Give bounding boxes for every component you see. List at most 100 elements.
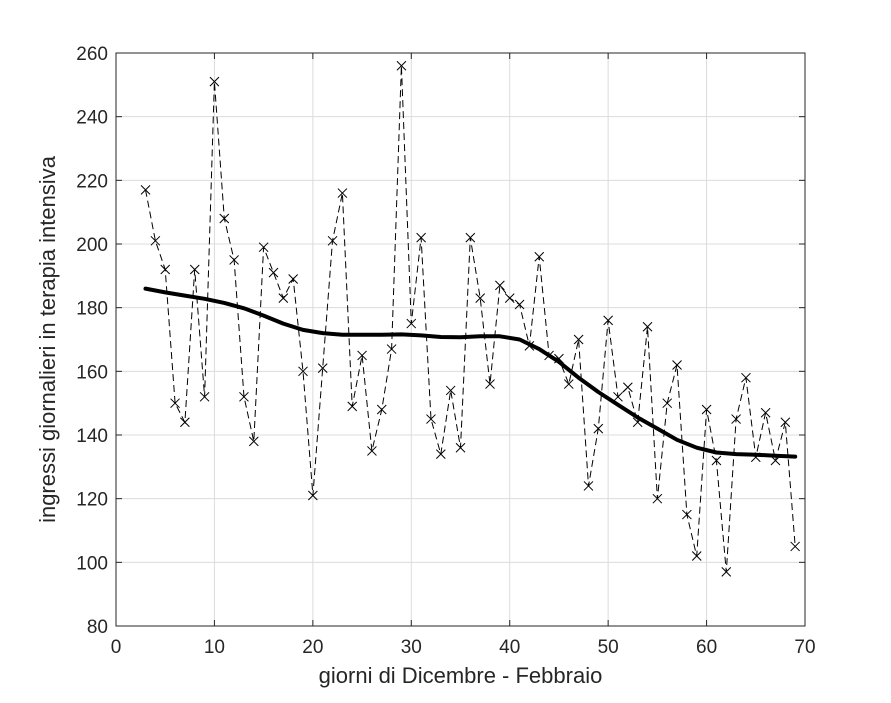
- raw-point: [288, 274, 299, 284]
- raw-point: [386, 344, 397, 354]
- raw-point-marker-b: [416, 232, 426, 243]
- raw-point: [583, 481, 594, 491]
- raw-point-marker-b: [288, 274, 299, 284]
- raw-point-marker-b: [711, 455, 722, 466]
- raw-point: [376, 404, 387, 415]
- raw-point-marker-b: [485, 379, 495, 389]
- raw-point-marker-b: [248, 436, 259, 447]
- raw-point: [426, 414, 436, 424]
- x-tick-label: 50: [598, 637, 619, 658]
- raw-point: [514, 299, 525, 310]
- raw-point-marker-b: [180, 417, 190, 428]
- axes-frame: [115, 52, 806, 627]
- raw-point: [367, 446, 377, 456]
- raw-point-marker-b: [209, 76, 220, 87]
- raw-point: [396, 60, 407, 71]
- trend-series-line: [143, 286, 798, 459]
- raw-point-marker-b: [790, 541, 801, 552]
- y-tick-label: 120: [76, 490, 108, 511]
- raw-point-marker-b: [327, 235, 338, 246]
- raw-point-marker-b: [170, 398, 180, 409]
- raw-point: [475, 293, 486, 303]
- raw-point-marker-b: [760, 407, 771, 418]
- raw-point: [495, 280, 505, 291]
- raw-point-marker-b: [622, 382, 633, 393]
- raw-point-marker-b: [278, 293, 289, 303]
- y-axis-label: ingressi giornalieri in terapia intensiv…: [35, 155, 60, 523]
- raw-point-marker-b: [239, 391, 249, 402]
- raw-point: [622, 382, 633, 393]
- raw-point-marker-b: [406, 318, 417, 329]
- raw-point-marker-b: [534, 251, 545, 262]
- raw-point-marker-b: [504, 293, 515, 303]
- raw-point-marker-b: [347, 401, 358, 412]
- x-tick-label: 20: [302, 637, 323, 658]
- raw-point: [672, 360, 682, 370]
- raw-point-marker-b: [308, 490, 318, 501]
- raw-point: [327, 235, 338, 246]
- raw-point: [248, 436, 259, 447]
- x-tick-label: 40: [499, 637, 520, 658]
- raw-point-marker-b: [258, 242, 269, 253]
- raw-point: [741, 372, 751, 383]
- ticks: 0 10 20 30 40 50 60 70 80 100 120 140 160 180 200 220 24…: [76, 44, 815, 658]
- raw-point-marker-b: [465, 232, 476, 243]
- raw-point-marker-b: [741, 372, 751, 383]
- raw-point: [239, 391, 249, 402]
- x-tick-label: 10: [204, 637, 225, 658]
- y-tick-label: 140: [76, 426, 108, 447]
- raw-point: [435, 449, 446, 459]
- x-tick-label: 0: [111, 637, 122, 658]
- raw-point-marker-b: [357, 350, 367, 361]
- raw-point: [308, 490, 318, 501]
- raw-point-marker-b: [682, 509, 692, 520]
- raw-point-marker-b: [672, 360, 682, 370]
- raw-point-marker-b: [376, 404, 387, 415]
- raw-point-marker-b: [691, 551, 702, 561]
- raw-point: [258, 242, 269, 253]
- raw-point-marker-b: [475, 293, 486, 303]
- raw-point-marker-b: [199, 391, 210, 402]
- raw-point: [150, 235, 161, 246]
- raw-point-marker-b: [140, 185, 151, 195]
- raw-point-marker-b: [386, 344, 397, 354]
- raw-point-marker-b: [150, 235, 161, 246]
- raw-point: [189, 264, 200, 275]
- y-tick-label: 260: [76, 44, 108, 65]
- raw-point: [219, 213, 230, 224]
- raw-point-marker-b: [426, 414, 436, 424]
- raw-point: [347, 401, 358, 412]
- y-tick-label: 220: [76, 171, 108, 192]
- raw-point: [199, 391, 210, 402]
- raw-point: [613, 391, 623, 402]
- raw-point: [682, 509, 692, 520]
- raw-point: [534, 251, 545, 262]
- raw-point: [662, 398, 673, 409]
- series-raw: [140, 60, 801, 577]
- y-tick-label: 80: [87, 617, 108, 638]
- raw-point-marker-b: [219, 213, 230, 224]
- x-tick-label: 70: [794, 637, 815, 658]
- raw-point: [180, 417, 190, 428]
- raw-point-marker-b: [514, 299, 525, 310]
- raw-point: [337, 188, 348, 198]
- raw-point: [406, 318, 417, 329]
- raw-point: [711, 455, 722, 466]
- x-tick-label: 30: [401, 637, 422, 658]
- raw-point: [603, 315, 613, 326]
- raw-point: [691, 551, 702, 561]
- raw-point: [465, 232, 476, 243]
- raw-point-marker-b: [613, 391, 623, 402]
- raw-point-marker-b: [317, 363, 328, 374]
- raw-point: [731, 414, 741, 424]
- raw-point-marker-b: [189, 264, 200, 275]
- raw-point-marker-b: [367, 446, 377, 456]
- raw-point-marker-b: [721, 567, 732, 577]
- raw-point-marker-b: [662, 398, 673, 409]
- raw-point-marker-b: [593, 423, 604, 434]
- raw-point: [652, 493, 663, 504]
- raw-point: [790, 541, 801, 552]
- raw-point-marker-b: [701, 404, 712, 415]
- raw-point: [160, 264, 171, 275]
